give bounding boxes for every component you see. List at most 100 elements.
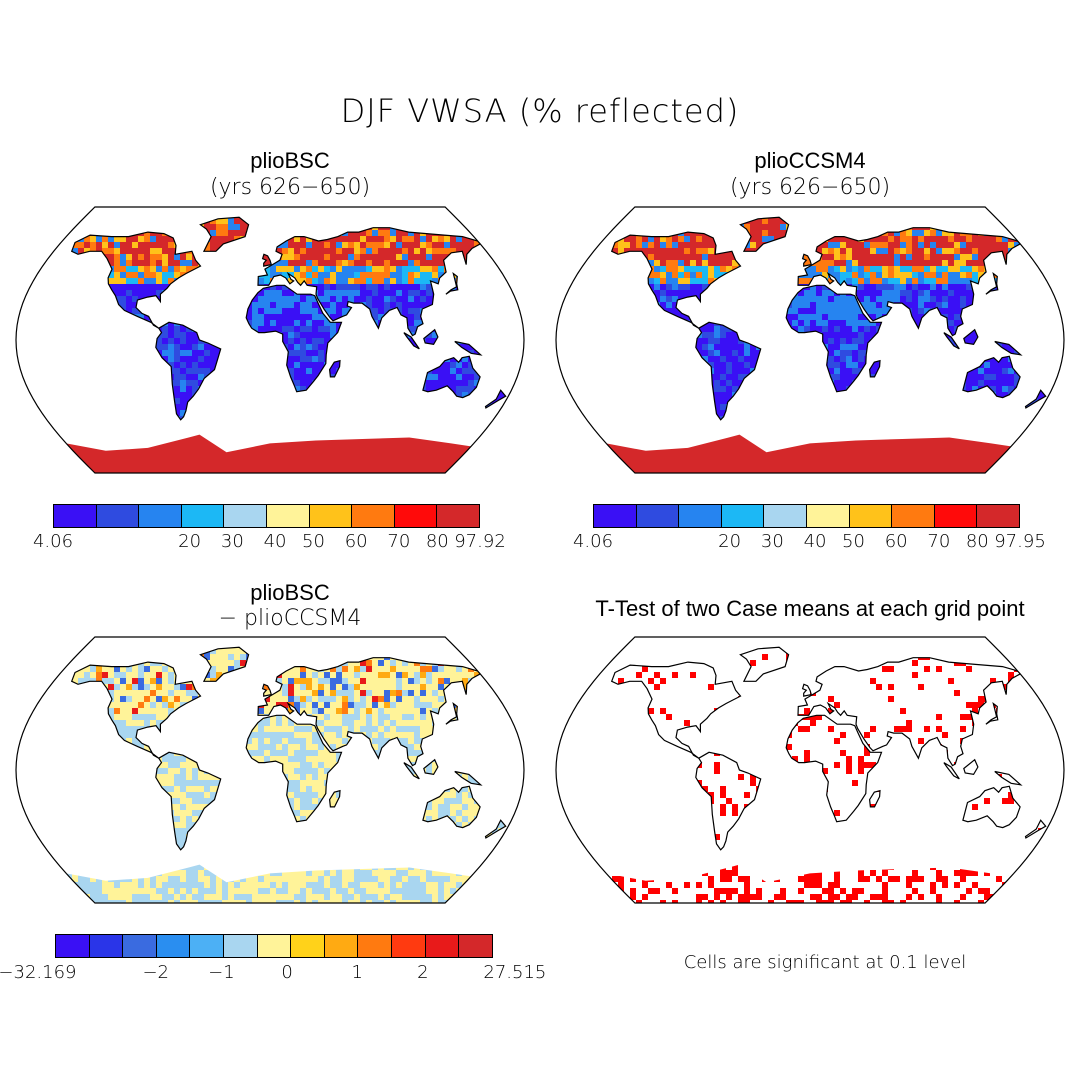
coastline-indonesia2 [423,758,439,776]
coastline-madagascar [868,789,881,808]
coastline-uk [801,253,813,267]
coastline-newguinea [994,770,1023,786]
panel-subtitle-plioBSC: (yrs 626−650) [209,175,371,200]
map-ttest-significance [555,636,1065,904]
coastline-namerica [70,231,202,329]
map-field [66,217,506,473]
coastline-greenland [199,646,250,682]
coastline-namerica [610,661,742,759]
coastline-uk [261,253,273,267]
coastline-eurasia [257,657,482,767]
panel-title-plioBSC: plioBSC [250,148,330,173]
colorbar-segment [358,935,393,957]
coastline-indonesia2 [963,328,979,346]
colorbar-segment [291,935,325,957]
colorbar-segment [181,505,225,527]
colorbar-segment [257,935,292,957]
colorbar-segment [679,505,722,527]
coastline-indonesia1 [403,762,420,780]
coastline-newguinea [454,340,483,356]
colorbar-segment [392,935,426,957]
coastline-eurasia [257,227,482,337]
colorbar-tick-label: −1 [208,962,235,983]
panel-subtitle-plioCCSM4: (yrs 626−650) [729,175,891,200]
colorbar-segment [425,935,460,957]
colorbar-tick-label: −2 [142,962,170,983]
coastline-samerica [155,321,222,421]
map-difference [15,636,525,904]
globe-outline [15,206,525,474]
coastline-uk [261,683,273,697]
coastline-japan [985,271,999,295]
colorbar-segment [764,505,807,527]
coastline-australia [422,355,481,399]
coastline-nz [484,819,507,839]
coastline-japan [985,701,999,725]
panel-subtitle-difference: − plioCCSM4 [218,606,362,631]
colorbar-segment [56,935,90,957]
colorbar-segment [977,505,1019,527]
colorbar-difference [55,934,493,958]
colorbar-segment [96,505,140,527]
significance-note: Cells are significant at 0.1 level [683,952,967,973]
colorbar-segment [324,935,359,957]
coastlines [70,646,507,851]
colorbar-segment [190,935,225,957]
colorbar-tick-label: −32.169 [0,962,77,983]
colorbar-tick-label: 60 [344,531,368,552]
globe-outline [555,206,1065,474]
colorbar-plioCCSM4 [593,504,1020,528]
coastline-australia [962,355,1021,399]
coastline-indonesia1 [403,332,420,350]
colorbar-segment [89,935,124,957]
colorbar-segment [437,505,479,527]
panel-title-plioCCSM4: plioCCSM4 [754,148,866,173]
colorbar-segment [636,505,680,527]
map-plioBSC [15,206,525,474]
colorbar-segment [139,505,182,527]
colorbar-segment [806,505,850,527]
colorbar-segment [459,935,492,957]
colorbar-segment [156,935,191,957]
coastline-nz [484,389,507,409]
colorbar-segment [54,505,97,527]
colorbar-tick-label: 40 [803,531,827,552]
colorbar-tick-label: 30 [760,531,784,552]
coastline-madagascar [868,359,881,378]
figure-title: DJF VWSA (% reflected) [340,92,740,130]
coastline-indonesia1 [943,762,960,780]
colorbar-tick-label: 70 [387,531,411,552]
coastline-africa [245,714,343,823]
coastline-nz [1024,819,1047,839]
colorbar-tick-label: 60 [884,531,908,552]
colorbar-segment [394,505,438,527]
coastline-africa [245,284,343,393]
map-field [66,647,506,903]
coastline-nz [1024,389,1047,409]
colorbar-segment [352,505,395,527]
colorbar-segment [123,935,157,957]
colorbar-tick-label: 0 [281,962,293,983]
coastline-samerica [695,321,762,421]
colorbar-segment [224,935,258,957]
colorbar-tick-label: 27.515 [483,962,547,983]
coastline-africa [785,714,883,823]
coastline-namerica [610,231,742,329]
coastline-greenland [199,216,250,252]
globe-outline [555,636,1065,904]
coastline-indonesia1 [943,332,960,350]
colorbar-tick-label: 4.06 [32,531,74,552]
colorbar-tick-label: 97.95 [994,531,1046,552]
coastline-africa [785,284,883,393]
colorbar-segment [721,505,765,527]
coastline-indonesia2 [423,328,439,346]
colorbar-segment [224,505,267,527]
coastline-newguinea [454,770,483,786]
colorbar-tick-label: 97.92 [454,531,506,552]
colorbar-tick-label: 80 [425,531,449,552]
coastline-madagascar [328,359,341,378]
coastline-samerica [155,751,222,851]
colorbar-segment [309,505,353,527]
globe-outline [15,636,525,904]
coastline-eurasia [797,657,1022,767]
